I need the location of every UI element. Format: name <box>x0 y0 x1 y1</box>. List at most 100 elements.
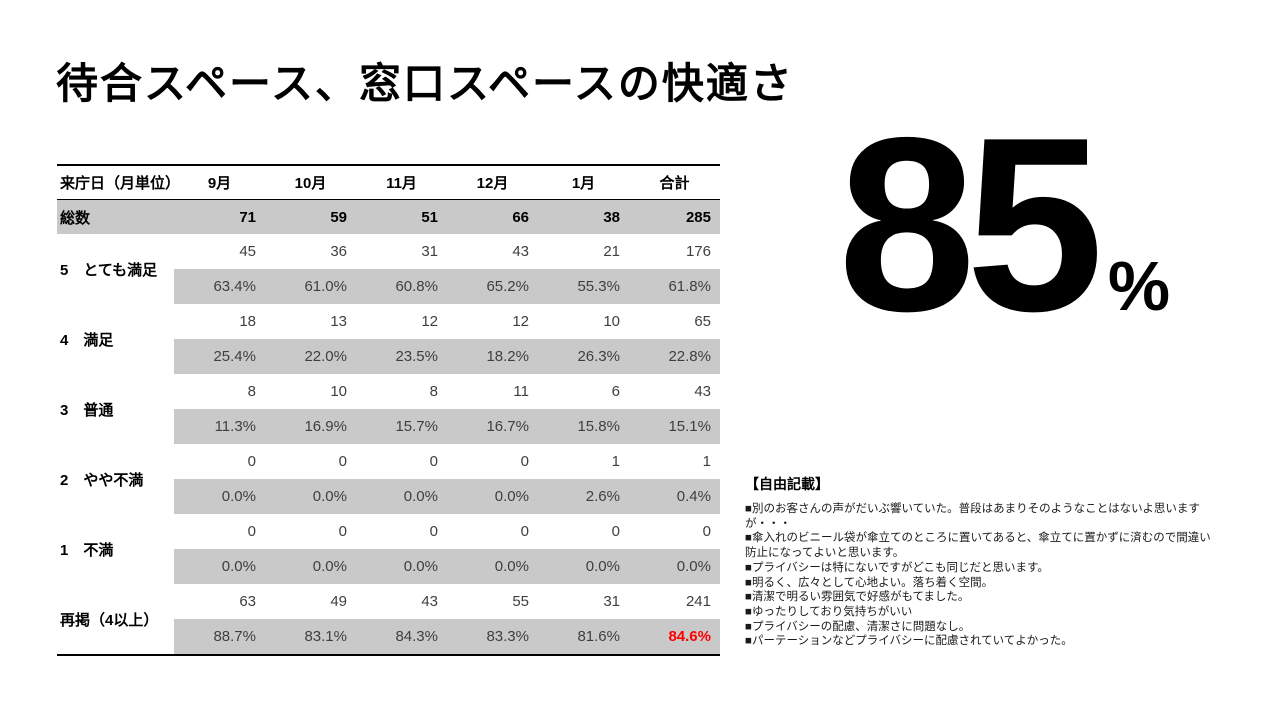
comment-item: ■清潔で明るい雰囲気で好感がもてました。 <box>745 591 970 604</box>
comment-item: ■プライバシーの配慮、清潔さに問題なし。 <box>745 620 971 633</box>
count-row: 8 10 8 11 6 43 <box>174 374 720 409</box>
percent-cell: 25.4% <box>213 348 256 365</box>
percent-cell: 0.0% <box>312 558 347 575</box>
count-row: 45 36 31 43 21 176 <box>174 234 720 269</box>
percent-cell: 63.4% <box>213 278 256 295</box>
count-row: 0 0 0 0 1 1 <box>174 444 720 479</box>
table-group-very-satisfied: 5 とても満足 45 36 31 43 21 176 63.4% 61.0% 6… <box>57 234 720 304</box>
header-month: 11月 <box>386 175 417 192</box>
row-label: 4 満足 <box>57 304 174 374</box>
percent-cell: 15.7% <box>395 418 438 435</box>
percent-cell: 0.0% <box>221 558 256 575</box>
table-group-neutral: 3 普通 8 10 8 11 6 43 11.3% 16.9% 15.7% 16… <box>57 374 720 444</box>
count-cell: 176 <box>685 243 711 260</box>
percent-row: 0.0% 0.0% 0.0% 0.0% 0.0% 0.0% <box>174 549 720 584</box>
table-group-republished-4plus: 再掲（4以上） 63 49 43 55 31 241 88.7% 83.1% 8… <box>57 584 720 654</box>
comment-item: ■パーテーションなどプライバシーに配慮されていてよかった。 <box>745 635 1073 648</box>
row-label: 再掲（4以上） <box>57 584 174 654</box>
count-cell: 12 <box>421 313 438 330</box>
count-cell: 21 <box>603 243 620 260</box>
percent-cell: 0.0% <box>312 488 347 505</box>
headline-percent-sign: % <box>1107 247 1171 325</box>
percent-cell: 55.3% <box>577 278 620 295</box>
count-cell: 8 <box>247 383 256 400</box>
percent-row: 63.4% 61.0% 60.8% 65.2% 55.3% 61.8% <box>174 269 720 304</box>
percent-cell: 0.4% <box>676 488 711 505</box>
percent-cell: 16.7% <box>486 418 529 435</box>
percent-cell: 0.0% <box>494 558 529 575</box>
count-cell: 1 <box>702 453 711 470</box>
table-header-row: 来庁日（月単位） 9月 10月 11月 12月 1月 合計 <box>57 166 720 200</box>
count-cell: 0 <box>520 453 529 470</box>
comment-item: ■傘入れのビニール袋が傘立てのところに置いてあると、傘立てに置かずに済むので間違… <box>745 532 1211 560</box>
total-value: 71 <box>239 208 256 226</box>
count-row: 0 0 0 0 0 0 <box>174 514 720 549</box>
count-cell: 10 <box>330 383 347 400</box>
total-value: 51 <box>421 208 438 226</box>
percent-cell: 88.7% <box>213 628 256 645</box>
percent-cell: 26.3% <box>577 348 620 365</box>
count-cell: 0 <box>702 523 711 540</box>
count-cell: 11 <box>513 383 529 400</box>
row-label: 5 とても満足 <box>57 234 174 304</box>
count-cell: 43 <box>512 243 529 260</box>
comment-item: ■明るく、広々として心地よい。落ち着く空間。 <box>745 576 994 589</box>
count-cell: 0 <box>429 453 438 470</box>
percent-row: 88.7% 83.1% 84.3% 83.3% 81.6% 84.6% <box>174 619 720 654</box>
count-cell: 13 <box>330 313 347 330</box>
survey-table: 来庁日（月単位） 9月 10月 11月 12月 1月 合計 総数 71 59 5… <box>57 164 720 656</box>
headline-statistic: 85 % <box>838 100 1171 348</box>
count-cell: 31 <box>421 243 438 260</box>
highlight-percent-cell: 84.6% <box>668 628 711 645</box>
percent-cell: 0.0% <box>221 488 256 505</box>
header-month: 12月 <box>476 175 509 192</box>
count-cell: 0 <box>247 523 256 540</box>
percent-cell: 84.3% <box>395 628 438 645</box>
comment-item: ■別のお客さんの声がだいぶ響いていた。普段はあまりそのようなことはないよ思います… <box>745 503 1200 530</box>
percent-cell: 60.8% <box>395 278 438 295</box>
percent-cell: 65.2% <box>486 278 529 295</box>
comment-item: ■プライバシーは特にないですがどこも同じだと思います。 <box>745 561 1049 574</box>
count-cell: 12 <box>512 313 529 330</box>
count-cell: 0 <box>338 453 347 470</box>
percent-cell: 83.1% <box>304 628 347 645</box>
count-cell: 43 <box>694 383 711 400</box>
count-cell: 43 <box>421 593 438 610</box>
page-title: 待合スペース、窓口スペースの快適さ <box>56 60 794 107</box>
row-label: 3 普通 <box>57 374 174 444</box>
percent-row: 0.0% 0.0% 0.0% 0.0% 2.6% 0.4% <box>174 479 720 514</box>
percent-cell: 83.3% <box>486 628 529 645</box>
percent-cell: 0.0% <box>676 558 711 575</box>
count-cell: 36 <box>330 243 347 260</box>
total-value: 59 <box>330 208 347 226</box>
count-cell: 18 <box>239 313 256 330</box>
total-value: 38 <box>603 208 620 226</box>
free-text-section: 【自由記載】 ■別のお客さんの声がだいぶ響いていた。普段はあまりそのようなことは… <box>745 474 1220 649</box>
count-cell: 0 <box>429 523 438 540</box>
count-cell: 8 <box>429 383 438 400</box>
free-text-heading: 【自由記載】 <box>745 476 829 492</box>
percent-cell: 0.0% <box>403 488 438 505</box>
count-cell: 0 <box>520 523 529 540</box>
percent-cell: 22.8% <box>668 348 711 365</box>
percent-cell: 81.6% <box>577 628 620 645</box>
comment-item: ■ゆったりしており気持ちがいい <box>745 606 913 619</box>
count-cell: 55 <box>512 593 529 610</box>
count-cell: 241 <box>685 593 711 610</box>
row-label: 1 不満 <box>57 514 174 584</box>
count-cell: 0 <box>247 453 256 470</box>
header-month: 10月 <box>294 175 327 192</box>
count-cell: 49 <box>330 593 347 610</box>
percent-cell: 18.2% <box>486 348 529 365</box>
total-value: 285 <box>685 208 711 226</box>
percent-cell: 23.5% <box>395 348 438 365</box>
count-cell: 1 <box>611 453 620 470</box>
count-cell: 63 <box>239 593 256 610</box>
table-group-satisfied: 4 満足 18 13 12 12 10 65 25.4% 22.0% 23.5%… <box>57 304 720 374</box>
percent-cell: 2.6% <box>585 488 620 505</box>
percent-cell: 16.9% <box>304 418 347 435</box>
header-total: 合計 <box>659 175 690 192</box>
total-label: 総数 <box>60 209 91 227</box>
count-cell: 45 <box>239 243 256 260</box>
percent-row: 11.3% 16.9% 15.7% 16.7% 15.8% 15.1% <box>174 409 720 444</box>
